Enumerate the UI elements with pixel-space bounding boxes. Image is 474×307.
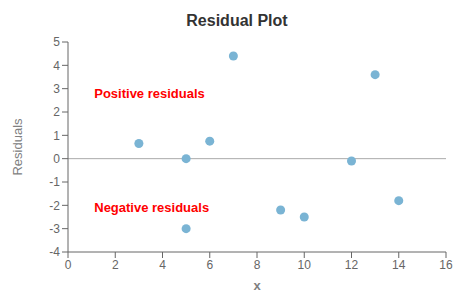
svg-text:2: 2 xyxy=(112,258,119,272)
svg-text:0: 0 xyxy=(65,258,72,272)
svg-text:0: 0 xyxy=(53,152,60,166)
svg-text:10: 10 xyxy=(298,258,312,272)
svg-text:4: 4 xyxy=(53,59,60,73)
svg-text:5: 5 xyxy=(53,35,60,49)
svg-text:4: 4 xyxy=(159,258,166,272)
svg-text:Residuals: Residuals xyxy=(10,118,25,176)
svg-text:Positive residuals: Positive residuals xyxy=(94,86,205,101)
svg-text:-2: -2 xyxy=(49,199,60,213)
html-text:Residual Plot: Residual Plot xyxy=(186,12,288,29)
svg-text:1: 1 xyxy=(53,129,60,143)
svg-text:16: 16 xyxy=(439,258,453,272)
svg-text:3: 3 xyxy=(53,82,60,96)
svg-text:12: 12 xyxy=(345,258,359,272)
svg-text:14: 14 xyxy=(392,258,406,272)
svg-text:x: x xyxy=(253,278,261,293)
svg-text:8: 8 xyxy=(254,258,261,272)
svg-text:2: 2 xyxy=(53,105,60,119)
svg-text:-3: -3 xyxy=(49,222,60,236)
svg-text:6: 6 xyxy=(206,258,213,272)
svg-text:-4: -4 xyxy=(49,245,60,259)
svg-text:Negative residuals: Negative residuals xyxy=(94,200,209,215)
svg-text:-1: -1 xyxy=(49,175,60,189)
